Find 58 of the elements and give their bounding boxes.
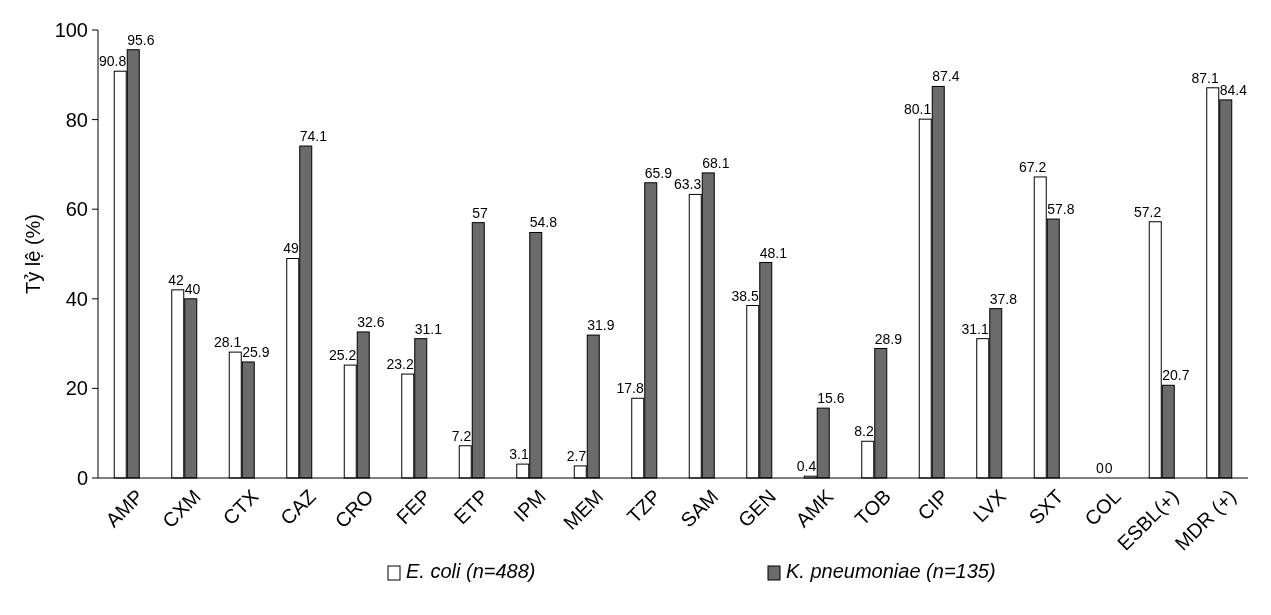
data-label: 17.8: [616, 380, 644, 397]
data-label: 90.8: [99, 53, 127, 70]
legend-label: E. coli (n=488): [406, 560, 536, 582]
data-label: 28.1: [214, 334, 242, 351]
y-tick-label: 100: [54, 19, 88, 41]
data-label: 37.8: [989, 290, 1018, 307]
data-label: 15.6: [817, 390, 845, 407]
y-tick-label: 80: [65, 108, 88, 131]
data-label: 42: [168, 271, 184, 288]
data-label: 38.5: [731, 287, 759, 304]
data-label: 48.1: [759, 244, 788, 261]
data-label: 80.1: [904, 101, 932, 118]
x-tick-label: CAZ: [276, 485, 320, 530]
data-label: 0.4: [796, 458, 817, 475]
data-label: 2.7: [566, 447, 587, 464]
y-tick-label: 0: [76, 467, 88, 489]
y-tick-label: 60: [65, 198, 88, 221]
data-label: 87.1: [1191, 69, 1219, 86]
x-tick-label: LVX: [968, 485, 1010, 527]
data-label: 28.9: [874, 330, 903, 347]
x-tick-label: ETP: [449, 485, 493, 529]
data-label: 31.1: [414, 320, 443, 337]
data-label: 63.3: [674, 176, 702, 193]
data-label: 3.1: [509, 446, 529, 463]
data-label: 49: [283, 240, 299, 257]
data-label: 57: [472, 204, 489, 221]
y-tick-label: 40: [65, 287, 88, 310]
x-tick-label: CTX: [218, 485, 263, 530]
data-label: 57.2: [1134, 203, 1162, 220]
data-label: 25.2: [329, 347, 357, 364]
x-tick-label: IPM: [509, 485, 550, 526]
data-label: 67.2: [1019, 158, 1047, 175]
y-axis-title: Tỷ lệ (%): [22, 214, 44, 294]
data-label: 32.6: [357, 313, 385, 330]
x-tick-label: TOB: [850, 485, 895, 530]
y-tick-label: 20: [65, 377, 88, 400]
data-label: 25.9: [242, 343, 270, 360]
data-label: 68.1: [702, 154, 730, 171]
data-label: 20.7: [1162, 367, 1190, 384]
x-tick-label: CIP: [913, 485, 953, 525]
data-label: 23.2: [386, 356, 414, 373]
data-label: 84.4: [1219, 81, 1248, 98]
x-tick-label: TZP: [622, 485, 665, 528]
data-label: 74.1: [299, 128, 328, 145]
data-label: 87.4: [932, 68, 960, 85]
data-label: 7.2: [451, 427, 472, 444]
data-label: 40: [184, 280, 201, 297]
data-label: 65.9: [644, 164, 673, 181]
legend-label: K. pneumoniae (n=135): [786, 560, 996, 582]
data-label: 0: [1104, 460, 1113, 476]
data-label: 8.2: [854, 423, 874, 440]
data-label: 57.8: [1047, 201, 1075, 218]
data-label: 0: [1095, 460, 1104, 476]
data-label: 95.6: [127, 31, 155, 48]
data-label: 31.9: [587, 317, 615, 334]
data-label: 31.1: [961, 320, 989, 337]
x-tick-label: FEP: [391, 485, 435, 529]
data-label: 54.8: [529, 214, 558, 231]
